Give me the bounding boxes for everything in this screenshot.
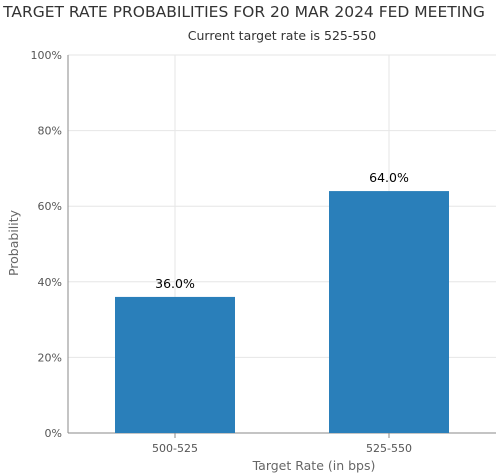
y-axis-title: Probability xyxy=(6,209,21,276)
bar-525-550 xyxy=(329,191,449,433)
chart-subtitle: Current target rate is 525-550 xyxy=(188,28,376,43)
x-tick-label: 525-550 xyxy=(366,442,412,455)
y-axis-ticks: 0% 20% 40% 60% 80% 100% xyxy=(31,49,62,440)
y-tick-label: 100% xyxy=(31,49,62,62)
y-tick-label: 40% xyxy=(38,276,62,289)
y-tick-label: 0% xyxy=(45,427,62,440)
x-axis-ticks: 500-525 525-550 xyxy=(152,433,412,455)
x-axis-title: Target Rate (in bps) xyxy=(252,458,376,473)
y-tick-label: 80% xyxy=(38,125,62,138)
y-tick-label: 60% xyxy=(38,200,62,213)
bars xyxy=(115,191,449,433)
data-labels: 36.0% 64.0% xyxy=(155,170,409,291)
y-tick-label: 20% xyxy=(38,351,62,364)
chart-title: TARGET RATE PROBABILITIES FOR 20 MAR 202… xyxy=(2,3,485,21)
x-tick-label: 500-525 xyxy=(152,442,198,455)
bar-500-525 xyxy=(115,296,235,433)
grid xyxy=(67,54,496,434)
data-label: 36.0% xyxy=(155,276,195,291)
data-label: 64.0% xyxy=(369,170,409,185)
